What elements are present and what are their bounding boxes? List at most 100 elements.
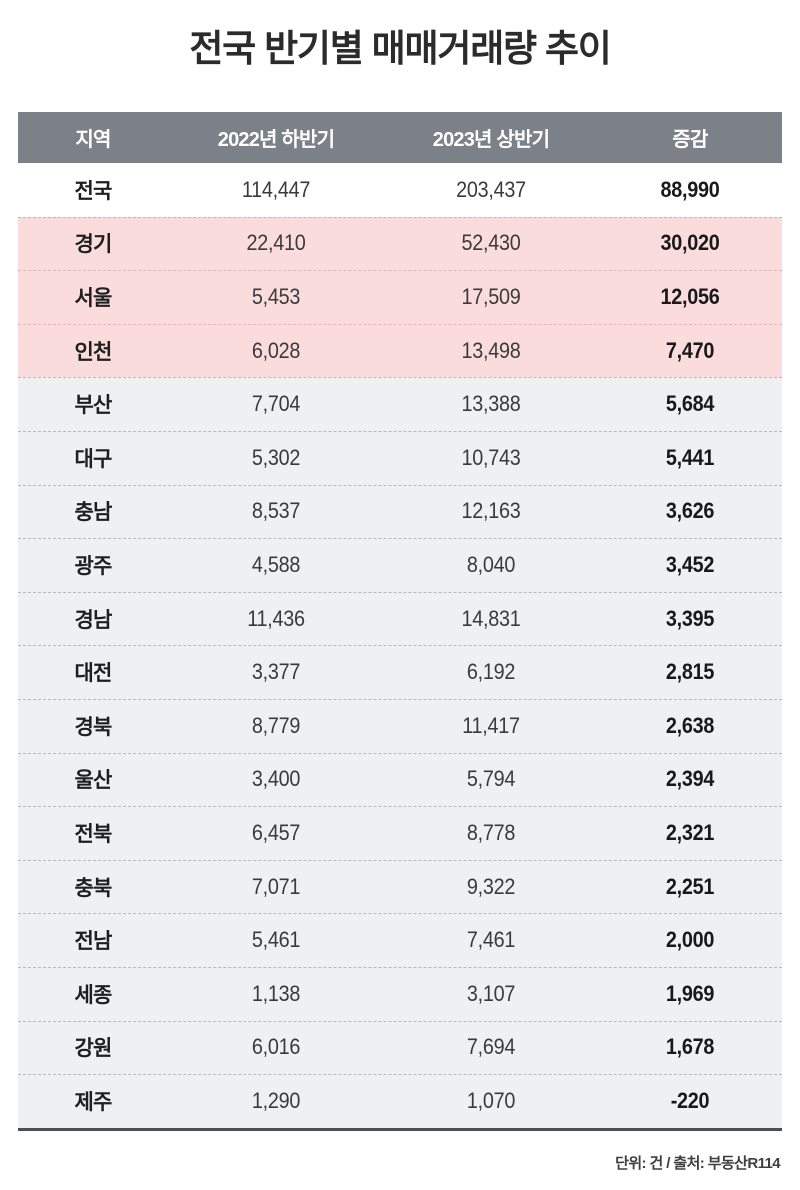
cell-delta: 12,056	[660, 283, 720, 309]
table-row: 충남 8,537 12,163 3,626	[18, 484, 782, 539]
cell-h2-2022: 5,302	[251, 444, 301, 470]
table-row: 강원 6,016 7,694 1,678	[18, 1020, 782, 1075]
cell-h2-2022: 8,537	[251, 498, 301, 524]
cell-h1-2023: 1,070	[466, 1087, 516, 1113]
cell-region: 전북	[74, 822, 112, 846]
column-header-h2-2022: 2022년 하반기	[217, 129, 335, 151]
cell-h1-2023: 3,107	[466, 980, 516, 1006]
cell-region: 경남	[74, 608, 112, 632]
cell-region: 경북	[74, 715, 112, 739]
cell-h1-2023: 12,163	[461, 498, 521, 524]
cell-h1-2023: 13,498	[461, 337, 521, 363]
cell-h1-2023: 52,430	[461, 230, 521, 256]
cell-region: 세종	[74, 983, 112, 1007]
cell-h2-2022: 11,436	[247, 605, 305, 631]
cell-delta: 1,969	[665, 980, 715, 1006]
cell-delta: 2,321	[665, 819, 715, 845]
cell-delta: 3,395	[665, 605, 715, 631]
cell-region: 부산	[74, 394, 112, 418]
table-row: 경북 8,779 11,417 2,638	[18, 698, 782, 753]
cell-h2-2022: 1,138	[251, 980, 301, 1006]
table-body: 전국 114,447 203,437 88,990 경기 22,410 52,430 30,0…	[18, 163, 782, 1128]
cell-h2-2022: 8,779	[251, 712, 301, 738]
cell-delta: 30,020	[660, 230, 720, 256]
source-footnote: 단위: 건 / 출처: 부동산R114	[615, 1155, 780, 1172]
table-row: 전북 6,457 8,778 2,321	[18, 806, 782, 860]
table-row: 울산 3,400 5,794 2,394	[18, 752, 782, 807]
table-row: 광주 4,588 8,040 3,452	[18, 538, 782, 592]
cell-region: 대구	[74, 447, 112, 471]
cell-h2-2022: 5,453	[251, 283, 301, 309]
cell-h2-2022: 7,704	[251, 391, 301, 417]
cell-delta: 2,815	[665, 659, 715, 685]
cell-h2-2022: 6,028	[251, 337, 301, 363]
table-row: 제주 1,290 1,070 -220	[18, 1074, 782, 1128]
cell-h2-2022: 6,016	[251, 1034, 301, 1060]
cell-h2-2022: 5,461	[251, 927, 301, 953]
cell-region: 전국	[74, 179, 112, 203]
column-header-region: 지역	[75, 129, 111, 151]
cell-region: 울산	[74, 769, 112, 793]
cell-h2-2022: 1,290	[251, 1087, 301, 1113]
cell-delta: 1,678	[665, 1034, 715, 1060]
table-row: 대전 3,377 6,192 2,815	[18, 645, 782, 699]
cell-region: 충남	[74, 501, 112, 525]
cell-region: 대전	[74, 662, 112, 686]
column-header-h1-2023: 2023년 상반기	[432, 129, 550, 151]
cell-delta: 3,452	[665, 551, 715, 577]
cell-delta: 2,000	[665, 927, 715, 953]
cell-region: 전남	[74, 930, 112, 954]
cell-h1-2023: 6,192	[466, 659, 516, 685]
column-header-delta: 증감	[672, 129, 708, 151]
cell-region: 경기	[74, 233, 112, 257]
table-row: 경기 22,410 52,430 30,020	[18, 216, 782, 271]
page-title: 전국 반기별 매매거래량 추이	[189, 28, 612, 69]
cell-h1-2023: 7,461	[466, 927, 516, 953]
table-row: 전국 114,447 203,437 88,990	[18, 163, 782, 217]
cell-delta: -220	[670, 1087, 710, 1113]
cell-delta: 2,394	[665, 766, 715, 792]
cell-delta: 2,638	[665, 712, 715, 738]
cell-region: 서울	[74, 286, 112, 310]
cell-region: 인천	[74, 340, 112, 364]
cell-region: 제주	[74, 1090, 112, 1114]
cell-h1-2023: 203,437	[456, 176, 526, 202]
cell-delta: 7,470	[665, 337, 715, 363]
cell-h2-2022: 6,457	[251, 819, 301, 845]
cell-delta: 5,684	[665, 391, 715, 417]
cell-h1-2023: 8,778	[466, 819, 516, 845]
cell-delta: 5,441	[665, 444, 715, 470]
cell-h1-2023: 17,509	[461, 283, 521, 309]
cell-h1-2023: 9,322	[466, 873, 516, 899]
cell-h2-2022: 3,377	[251, 659, 301, 685]
cell-region: 충북	[74, 876, 112, 900]
table-row: 전남 5,461 7,461 2,000	[18, 913, 782, 967]
table-row: 충북 7,071 9,322 2,251	[18, 859, 782, 914]
cell-h1-2023: 11,417	[462, 712, 520, 738]
table-row: 대구 5,302 10,743 5,441	[18, 430, 782, 485]
table-row: 경남 11,436 14,831 3,395	[18, 591, 782, 646]
cell-delta: 3,626	[665, 498, 715, 524]
cell-h2-2022: 3,400	[251, 766, 301, 792]
table-header-row: 지역 2022년 하반기 2023년 상반기 증감	[18, 112, 782, 163]
transaction-volume-table: 지역 2022년 하반기 2023년 상반기 증감 전국 114,447 203,4…	[18, 112, 782, 1131]
cell-delta: 88,990	[660, 176, 720, 202]
table-bottom-border	[18, 1127, 782, 1131]
cell-h1-2023: 14,831	[461, 605, 521, 631]
cell-region: 광주	[74, 554, 112, 578]
table-row: 부산 7,704 13,388 5,684	[18, 377, 782, 431]
cell-region: 강원	[74, 1037, 112, 1061]
cell-delta: 2,251	[665, 873, 715, 899]
cell-h1-2023: 10,743	[461, 444, 521, 470]
table-row: 세종 1,138 3,107 1,969	[18, 966, 782, 1021]
cell-h1-2023: 13,388	[461, 391, 521, 417]
cell-h2-2022: 4,588	[251, 551, 301, 577]
table-row: 서울 5,453 17,509 12,056	[18, 270, 782, 324]
cell-h2-2022: 7,071	[251, 873, 301, 899]
cell-h2-2022: 114,447	[241, 176, 311, 202]
cell-h1-2023: 5,794	[466, 766, 516, 792]
cell-h2-2022: 22,410	[246, 230, 306, 256]
table-row: 인천 6,028 13,498 7,470	[18, 323, 782, 378]
cell-h1-2023: 7,694	[466, 1034, 516, 1060]
